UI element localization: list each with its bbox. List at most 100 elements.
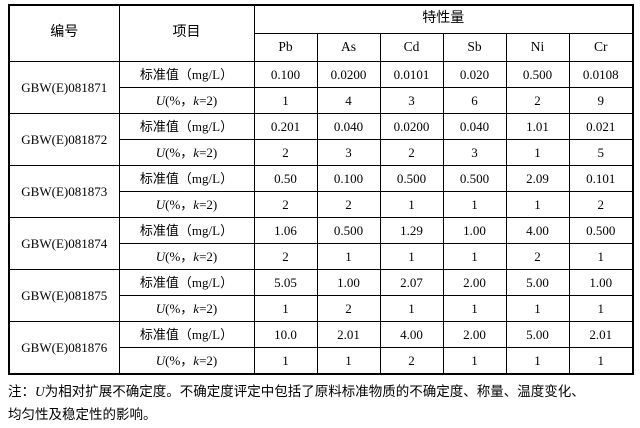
u-label-end: =2) [199,196,218,212]
u-symbol: U [155,300,166,316]
u-value: 1 [505,191,570,218]
footnote-text-line2: 均匀性及稳定性的影响。 [8,407,157,422]
header-item: 项目 [118,4,255,62]
k-symbol: k [193,144,200,160]
u-value: 1 [379,191,444,218]
std-value: 0.040 [442,113,507,140]
u-value: 2 [505,87,570,114]
std-value: 0.500 [442,165,507,192]
u-value: 1 [568,347,634,375]
sample-id: GBW(E)081871 [8,61,120,114]
std-value: 10.0 [253,321,318,348]
sample-id: GBW(E)081876 [8,321,120,375]
header-metal-cr: Cr [568,33,634,62]
table-row: GBW(E)081875 标准值（mg/L） 5.05 1.00 2.07 2.… [8,269,634,322]
k-symbol: k [193,352,200,368]
std-value: 2.09 [505,165,570,192]
k-symbol: k [193,92,200,108]
std-value: 0.500 [316,217,381,244]
header-metal-pb: Pb [253,33,318,62]
table-row: U(%，k=2) 1 4 3 6 2 9 [9,87,634,114]
table-row: GBW(E)081876 标准值（mg/L） 10.0 2.01 4.00 2.… [8,321,634,375]
u-symbol: U [155,352,166,368]
std-value: 4.00 [505,217,570,244]
std-value: 1.01 [505,113,570,140]
std-value: 0.0108 [568,61,634,88]
u-symbol: U [155,92,166,108]
u-value: 2 [316,295,381,322]
u-value: 2 [253,139,318,166]
std-value: 0.50 [253,165,318,192]
std-value: 0.100 [253,61,318,88]
u-value: 1 [442,295,507,322]
std-value: 0.500 [505,61,570,88]
std-value: 2.00 [442,321,507,348]
k-symbol: k [193,300,200,316]
std-value: 1.00 [568,269,634,296]
u-value: 1 [505,139,570,166]
u-value: 6 [442,87,507,114]
u-symbol: U [155,144,166,160]
std-value: 0.0200 [316,61,381,88]
sample-id: GBW(E)081874 [8,217,120,270]
u-label-end: =2) [199,144,218,160]
u-label-end: =2) [199,92,218,108]
row-label-u: U(%，k=2) [118,243,255,270]
u-label-mid: (%， [165,196,194,212]
header-metal-ni: Ni [505,33,570,62]
std-value: 2.01 [568,321,634,348]
u-value: 1 [442,191,507,218]
std-value: 0.500 [379,165,444,192]
u-value: 9 [568,87,634,114]
std-value: 0.0101 [379,61,444,88]
std-value: 0.021 [568,113,634,140]
u-value: 3 [379,87,444,114]
u-value: 2 [379,347,444,375]
u-value: 4 [316,87,381,114]
row-label-std: 标准值（mg/L） [118,321,255,348]
std-value: 5.05 [253,269,318,296]
reference-material-table: 编号 项目 特性量 Pb As Cd Sb Ni Cr GBW(E)081871… [8,4,635,375]
row-label-std: 标准值（mg/L） [118,61,255,88]
table-row: U(%，k=2) 2 3 2 3 1 5 [9,139,634,166]
std-value: 2.00 [442,269,507,296]
u-value: 1 [568,295,634,322]
row-label-u: U(%，k=2) [118,139,255,166]
std-value: 5.00 [505,269,570,296]
u-value: 5 [568,139,634,166]
u-symbol: U [155,248,166,264]
row-label-std: 标准值（mg/L） [118,165,255,192]
std-value: 1.29 [379,217,444,244]
std-value: 1.06 [253,217,318,244]
u-label-mid: (%， [165,248,194,264]
u-value: 1 [442,243,507,270]
u-label-end: =2) [199,352,218,368]
u-label-end: =2) [199,300,218,316]
row-label-std: 标准值（mg/L） [118,113,255,140]
u-value: 3 [442,139,507,166]
std-value: 1.00 [442,217,507,244]
u-label-mid: (%， [165,300,194,316]
header-characteristic-quantity: 特性量 [253,4,634,34]
std-value: 0.201 [253,113,318,140]
u-value: 1 [568,243,634,270]
u-value: 2 [379,139,444,166]
u-label-mid: (%， [165,144,194,160]
u-value: 2 [505,243,570,270]
sample-id: GBW(E)081873 [8,165,120,218]
table-row: U(%，k=2) 2 2 1 1 1 2 [9,191,634,218]
std-value: 4.00 [379,321,444,348]
u-label-end: =2) [199,248,218,264]
u-value: 2 [568,191,634,218]
header-sample-id: 编号 [8,4,120,62]
header-metal-cd: Cd [379,33,444,62]
std-value: 0.101 [568,165,634,192]
u-value: 2 [253,243,318,270]
row-label-u: U(%，k=2) [118,295,255,322]
footnote-text-line1: 为相对扩展不确定度。不确定度评定中包括了原料标准物质的不确定度、称量、温度变化、 [44,384,585,399]
u-symbol: U [35,384,45,399]
row-label-std: 标准值（mg/L） [118,217,255,244]
std-value: 0.500 [568,217,634,244]
footnote: 注：U为相对扩展不确定度。不确定度评定中包括了原料标准物质的不确定度、称量、温度… [8,380,634,426]
row-label-u: U(%，k=2) [118,87,255,114]
